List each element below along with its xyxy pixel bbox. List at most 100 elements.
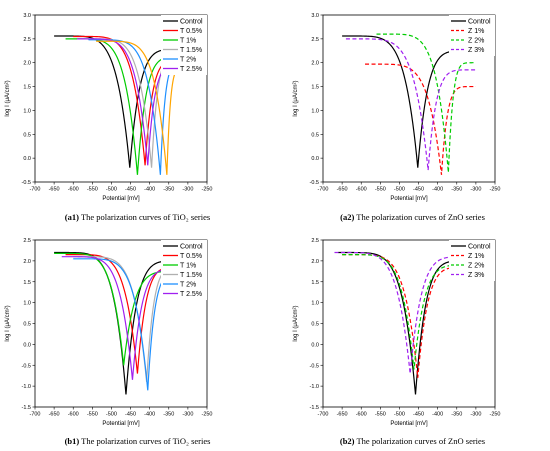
y-tick-label: 2.5 [311,37,319,43]
chart-svg-a1: -700 -650 -600 -550 -500 -450 -400 -350 -300 -250… [5,13,213,202]
y-tick-label: 2.5 [23,238,31,244]
legend-entry: Z 2% [468,263,484,270]
legend-box [161,240,207,300]
legend-entry: Control [180,244,203,251]
x-tick-label: -350 [451,187,462,193]
caption-a1-text: The polarization curves of TiO₂ series [78,212,211,222]
y-tick-label: -1.0 [310,384,319,390]
x-tick-label: -500 [394,412,405,418]
x-tick-label: -300 [470,412,481,418]
x-tick-label: -300 [182,187,193,193]
y-tick-label: 0.0 [23,342,31,348]
x-tick-label: -500 [106,412,117,418]
caption-a2-label: (a2) [340,212,355,222]
legend-entry: T 2% [180,57,196,64]
y-tick-label: 2.5 [311,238,319,244]
y-tick-label: 1.5 [23,85,31,91]
x-tick-label: -500 [106,187,117,193]
caption-b2: (b2) The polarization curves of ZnO seri… [275,436,550,446]
caption-a1: (a1) The polarization curves of TiO₂ ser… [0,212,275,222]
y-tick-label: 1.0 [311,301,319,307]
x-tick-label: -700 [317,412,328,418]
legend-entry: T 0.5% [180,28,202,35]
x-tick-label: -400 [432,187,443,193]
y-tick-label: 1.5 [23,280,31,286]
y-tick-label: -0.5 [22,363,31,369]
legend-entry: Z 1% [468,253,484,260]
y-tick-label: 0.5 [311,322,319,328]
legend-entry: T 1.5% [180,272,202,279]
caption-b1-label: (b1) [64,436,80,446]
x-tick-label: -450 [125,187,136,193]
x-tick-label: -600 [68,187,79,193]
legend-entry: Control [468,244,491,251]
x-tick-label: -700 [29,412,40,418]
y-tick-label: 0.5 [23,322,31,328]
chart-panel-b2: -700 -650 -600 -550 -500 -450 -400 -350 -300 -250… [275,225,550,450]
x-tick-label: -600 [356,187,367,193]
y-tick-label: 0.5 [311,132,319,138]
y-tick-label: -0.5 [310,180,319,186]
legend-entry: T 1% [180,263,196,270]
chart-panel-a1: -700 -650 -600 -550 -500 -450 -400 -350 -300 -250… [0,0,275,225]
y-tick-label: 1.5 [311,85,319,91]
x-tick-label: -450 [125,412,136,418]
legend-entry: Control [468,19,491,26]
x-tick-label: -650 [49,412,60,418]
y-tick-label: 1.5 [311,280,319,286]
y-tick-label: -0.5 [22,180,31,186]
x-axis-title: Potential [mV] [102,421,140,427]
y-tick-label: -1.5 [22,405,31,411]
y-tick-label: 2.0 [311,61,319,67]
x-tick-label: -350 [163,187,174,193]
y-tick-label: 0.0 [311,156,319,162]
x-axis-title: Potential [mV] [390,196,428,202]
caption-a1-label: (a1) [64,212,79,222]
x-tick-label: -550 [375,187,386,193]
x-tick-label: -300 [470,187,481,193]
chart-svg-b2: -700 -650 -600 -550 -500 -450 -400 -350 -300 -250… [293,238,501,427]
x-tick-label: -300 [182,412,193,418]
chart-svg-b1: -700 -650 -600 -550 -500 -450 -400 -350 -300 -250… [5,238,213,427]
caption-b2-label: (b2) [339,436,355,446]
series-line-z-3- [345,38,476,171]
x-tick-label: -600 [356,412,367,418]
y-axis-title: log I (μA/cm²) [5,80,11,116]
legend-entry: Control [180,19,203,26]
legend-entry: Z 3% [468,272,484,279]
caption-b1-text: The polarization curves of TiO₂ series [79,436,211,446]
caption-b1: (b1) The polarization curves of TiO₂ ser… [0,436,275,446]
y-tick-label: 1.0 [23,301,31,307]
y-tick-label: 0.0 [311,342,319,348]
y-tick-label: 2.0 [23,259,31,265]
plot-frame [34,14,208,183]
x-tick-label: -450 [413,412,424,418]
x-tick-label: -650 [337,412,348,418]
y-axis-title: log I (μA/cm²) [293,80,299,116]
legend-entry: T 1.5% [180,47,202,54]
legend-entry: Z 1% [468,28,484,35]
y-tick-label: 2.0 [311,259,319,265]
x-tick-label: -350 [451,412,462,418]
x-tick-label: -700 [317,187,328,193]
x-tick-label: -550 [87,412,98,418]
x-tick-label: -250 [201,412,212,418]
x-tick-label: -400 [144,187,155,193]
caption-b2-text: The polarization curves of ZnO series [354,436,486,446]
y-tick-label: 2.0 [23,61,31,67]
y-tick-label: 1.0 [23,108,31,114]
x-tick-label: -350 [163,412,174,418]
y-tick-label: 3.0 [23,13,31,19]
x-tick-label: -250 [201,187,212,193]
y-tick-label: -0.5 [310,363,319,369]
y-axis-title: log I (μA/cm²) [293,305,299,341]
legend-entry: T 2% [180,282,196,289]
plot-frame [322,14,496,183]
x-tick-label: -250 [489,412,500,418]
x-tick-label: -250 [489,187,500,193]
x-tick-label: -650 [49,187,60,193]
legend-entry: Z 3% [468,47,484,54]
x-tick-label: -450 [413,187,424,193]
legend-entry: Z 2% [468,38,484,45]
x-tick-label: -700 [29,187,40,193]
